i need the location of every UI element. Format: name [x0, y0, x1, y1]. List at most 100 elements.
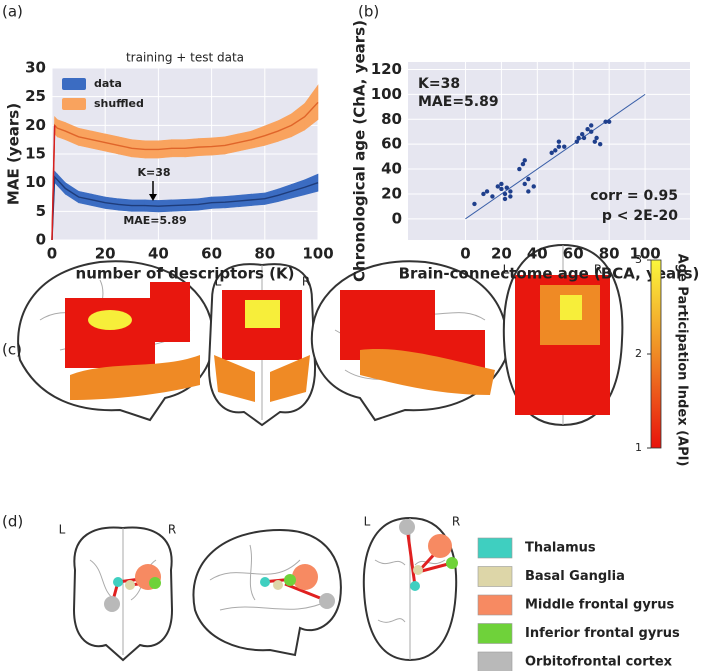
x-tick-label: 100	[629, 245, 660, 263]
y-tick-label: 30	[25, 59, 46, 77]
scatter-point	[592, 139, 598, 144]
panel-label: (b)	[358, 3, 379, 21]
node	[284, 574, 296, 586]
scatter-point	[499, 186, 504, 192]
node	[446, 557, 458, 569]
scatter-point	[472, 201, 477, 207]
legend-label: Inferior frontal gyrus	[525, 626, 680, 641]
legend-label: Basal Ganglia	[525, 569, 625, 584]
series-line	[51, 175, 319, 241]
legend-swatch	[477, 566, 513, 587]
legend-swatch	[62, 78, 86, 90]
view-label: L	[364, 515, 371, 529]
x-tick-label: 40	[148, 245, 169, 263]
legend-swatch	[477, 651, 513, 671]
y-tick-label: 100	[371, 85, 402, 103]
view-label: L	[503, 263, 510, 277]
x-tick-label: 40	[527, 245, 548, 263]
annotation: corr = 0.95	[590, 188, 678, 204]
scatter-point	[556, 139, 562, 144]
scatter-point	[517, 166, 522, 172]
view-label: L	[59, 523, 66, 537]
view-label: L	[215, 275, 222, 289]
y-tick-label: 120	[371, 60, 402, 78]
scatter-point	[520, 161, 526, 167]
node	[399, 519, 415, 535]
scatter-point	[502, 191, 508, 197]
blob	[214, 355, 310, 402]
edge	[284, 582, 326, 602]
colorbar-tick-label: 2	[635, 347, 642, 360]
annotation: MAE=5.89	[418, 94, 499, 110]
view-label: R	[594, 263, 602, 277]
node	[149, 577, 161, 589]
blob	[65, 298, 155, 368]
panel-label: (a)	[2, 3, 23, 21]
scatter-point	[594, 135, 599, 141]
x-tick-label: 20	[95, 245, 116, 263]
legend-swatch	[477, 594, 513, 616]
scatter-point	[499, 181, 504, 187]
x-tick-label: 20	[491, 245, 512, 263]
legend-swatch	[62, 98, 86, 110]
node	[113, 577, 123, 587]
colorbar-tick-label: 3	[635, 253, 642, 266]
blob	[360, 349, 495, 395]
gyri	[374, 518, 446, 660]
y-tick-label: 25	[25, 87, 46, 105]
scatter-point	[574, 139, 580, 144]
annotation: MAE=5.89	[123, 214, 186, 227]
scatter-point	[585, 127, 590, 132]
view-label: R	[302, 275, 310, 289]
colorbar-label: Age Participation Index (API)	[675, 254, 690, 467]
legend-swatch	[477, 623, 513, 644]
scatter-point	[484, 189, 490, 194]
gyri	[209, 544, 331, 611]
scatter-point	[553, 148, 558, 153]
x-tick-label: 100	[302, 245, 333, 263]
legend-label: data	[94, 77, 122, 90]
scatter-point	[589, 129, 594, 134]
x-tick-label: 60	[201, 245, 222, 263]
blob	[88, 310, 132, 330]
node	[125, 580, 135, 590]
view-label: R	[168, 523, 176, 537]
y-tick-label: 60	[381, 135, 402, 153]
legend-label: Thalamus	[525, 541, 596, 556]
node	[292, 564, 318, 590]
scatter-point	[508, 189, 513, 194]
scatter-point	[531, 184, 536, 189]
node	[273, 580, 283, 590]
blob	[245, 300, 280, 328]
origin-spike	[51, 125, 56, 241]
legend-label: Middle frontal gyrus	[525, 598, 674, 613]
scatter-point	[589, 123, 594, 128]
node	[319, 593, 335, 609]
y-tick-label: 15	[25, 145, 46, 163]
x-tick-label: 80	[254, 245, 275, 263]
series-line	[51, 101, 319, 241]
panel-label: (d)	[2, 513, 23, 531]
y-tick-label: 20	[25, 116, 46, 134]
scatter-point	[490, 194, 495, 199]
brain-glass-views	[17, 243, 624, 427]
node	[104, 596, 120, 612]
x-tick-label: 60	[563, 245, 584, 263]
scatter-point	[606, 119, 612, 124]
scatter-point	[526, 189, 531, 194]
edge	[405, 526, 417, 587]
annotation: K=38	[137, 166, 170, 179]
node	[413, 565, 423, 575]
blob	[560, 295, 582, 320]
annotation-arrowhead	[149, 194, 157, 201]
y-tick-label: 0	[36, 231, 46, 249]
plot-background	[408, 62, 690, 240]
colorbar	[650, 259, 662, 449]
chart-title: training + test data	[126, 51, 244, 65]
y-tick-label: 5	[36, 202, 46, 220]
scatter-point	[580, 131, 585, 137]
scatter-point	[495, 184, 501, 189]
scatter-point	[481, 191, 486, 197]
node	[410, 581, 420, 591]
